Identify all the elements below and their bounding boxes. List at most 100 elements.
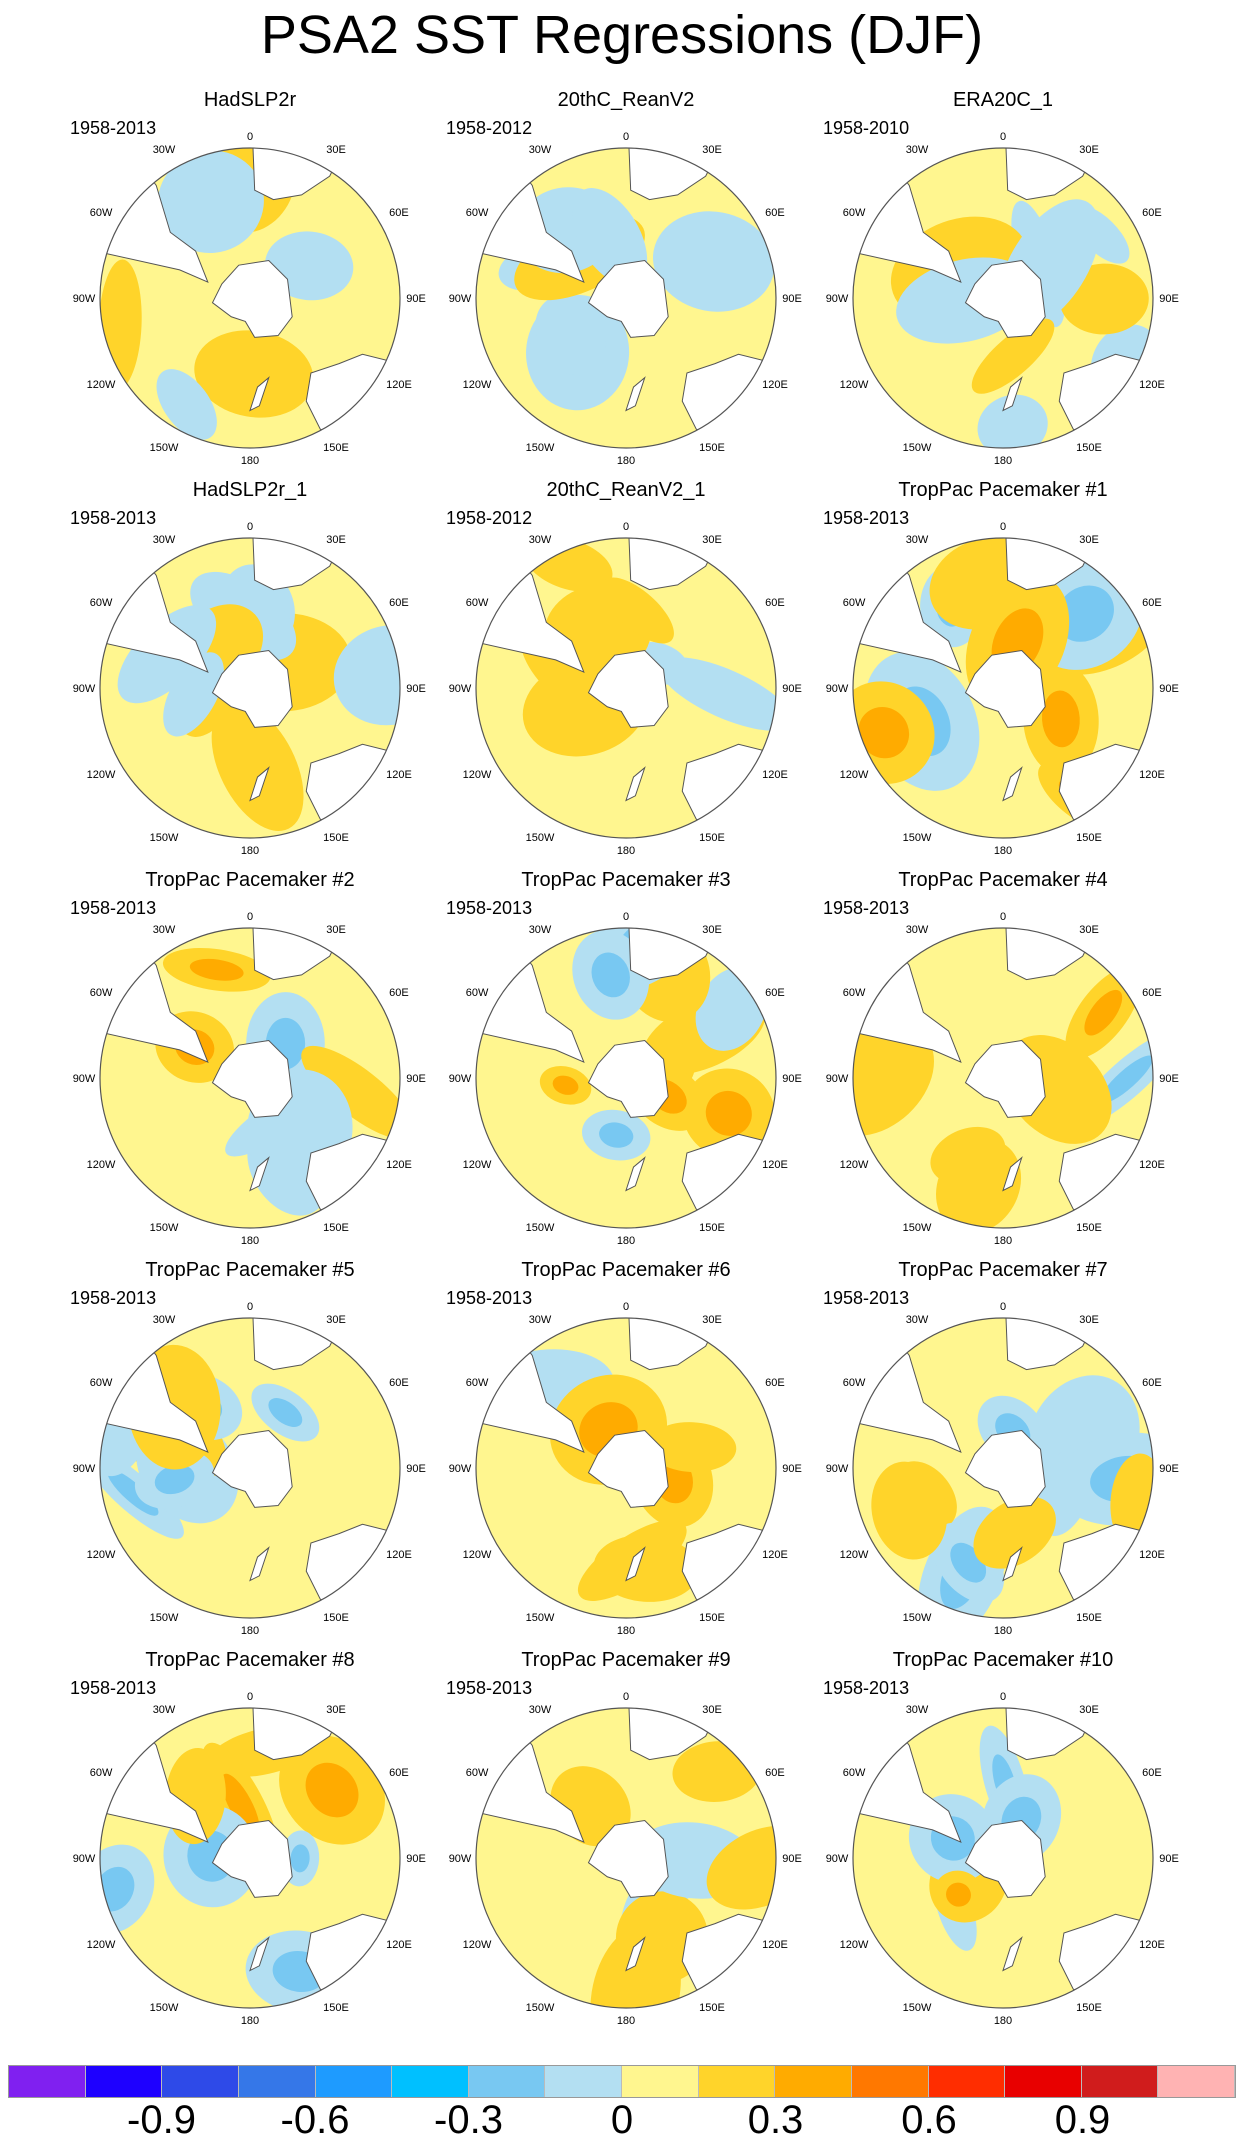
longitude-label: 120W xyxy=(840,769,869,781)
colorbar-tick-label: 0.6 xyxy=(901,2098,957,2142)
antarctica xyxy=(587,259,669,338)
negative-anomaly xyxy=(268,1398,303,1427)
longitude-label: 180 xyxy=(617,845,635,857)
longitude-label: 60W xyxy=(843,987,866,999)
longitude-label: 90W xyxy=(73,1463,96,1475)
longitude-label: 150W xyxy=(903,2002,932,2014)
longitude-label: 120E xyxy=(386,1939,412,1951)
colorbar-tick-label: 0 xyxy=(610,2098,634,2142)
longitude-label: 150E xyxy=(1076,832,1102,844)
map-panel: HadSLP2r_1 1958-2013 0 30E 60E 90E 120E 150E 180… xyxy=(70,479,426,857)
positive-anomaly xyxy=(871,1461,948,1560)
new-zealand xyxy=(1002,1936,1023,1972)
antarctica xyxy=(587,1039,669,1118)
longitude-label: 60W xyxy=(466,1767,489,1779)
longitude-label: 150W xyxy=(903,832,932,844)
longitude-label: 90W xyxy=(449,293,472,305)
positive-anomaly xyxy=(1084,989,1123,1036)
panel-grid: HadSLP2r 1958-2013 0 30E 60E 90E 120E 150E 180 15… xyxy=(70,89,1179,2027)
longitude-label: 0 xyxy=(623,1301,629,1313)
negative-anomaly xyxy=(163,652,224,737)
longitude-label: 120E xyxy=(762,769,788,781)
longitude-label: 150E xyxy=(323,442,349,454)
antarctica xyxy=(211,259,293,338)
negative-anomaly xyxy=(154,1464,195,1495)
longitude-label: 0 xyxy=(247,521,253,533)
map-panel: TropPac Pacemaker #1 1958-2013 0 30E 60E 90E 1… xyxy=(823,479,1179,857)
positive-anomaly xyxy=(936,1138,1022,1228)
panel-title: TropPac Pacemaker #6 xyxy=(521,1259,730,1281)
panel-title: TropPac Pacemaker #1 xyxy=(898,479,1107,501)
longitude-label: 90E xyxy=(782,1073,802,1085)
longitude-label: 150E xyxy=(699,442,725,454)
panel-title: HadSLP2r xyxy=(204,89,297,111)
panel-title: TropPac Pacemaker #10 xyxy=(893,1649,1113,1671)
map-panel: 20thC_ReanV2_1 1958-2012 0 30E 60E 90E 120E 150… xyxy=(446,479,802,857)
new-zealand xyxy=(625,1546,646,1582)
positive-anomaly xyxy=(301,1045,400,1140)
longitude-label: 150W xyxy=(526,1612,555,1624)
longitude-label: 90W xyxy=(73,293,96,305)
map-border xyxy=(475,147,777,449)
colorbar-tick-label: -0.6 xyxy=(280,2098,350,2142)
map-border xyxy=(852,537,1154,839)
longitude-label: 30E xyxy=(326,534,346,546)
longitude-label: 180 xyxy=(617,455,635,467)
longitude-label: 30E xyxy=(702,534,722,546)
map-panel: TropPac Pacemaker #10 1958-2013 0 30E 60E 90E… xyxy=(823,1649,1179,2027)
longitude-label: 120W xyxy=(87,1159,116,1171)
longitude-label: 180 xyxy=(241,1235,259,1247)
panel-period: 1958-2013 xyxy=(70,898,156,918)
colorbar-tick-label: -0.3 xyxy=(434,2098,503,2142)
new-zealand xyxy=(249,376,270,412)
positive-anomaly xyxy=(946,1882,971,1907)
panel-title: TropPac Pacemaker #7 xyxy=(898,1259,1107,1281)
longitude-label: 90W xyxy=(826,1463,849,1475)
longitude-label: 90E xyxy=(406,1073,426,1085)
longitude-label: 0 xyxy=(247,911,253,923)
panel-title: HadSLP2r_1 xyxy=(193,479,308,501)
positive-anomaly xyxy=(601,577,674,644)
longitude-label: 120E xyxy=(762,1159,788,1171)
longitude-label: 0 xyxy=(623,131,629,143)
new-zealand xyxy=(625,376,646,412)
longitude-label: 30E xyxy=(326,1704,346,1716)
antarctica xyxy=(964,1429,1046,1508)
longitude-label: 30E xyxy=(702,924,722,936)
new-zealand xyxy=(249,1156,270,1192)
longitude-label: 30W xyxy=(529,1704,552,1716)
longitude-label: 150E xyxy=(1076,1612,1102,1624)
longitude-label: 30W xyxy=(153,144,176,156)
colorbar-swatch xyxy=(851,2066,929,2097)
longitude-label: 90W xyxy=(449,1853,472,1865)
panel-title: TropPac Pacemaker #3 xyxy=(521,869,730,891)
negative-anomaly xyxy=(599,1122,634,1148)
map-panel: TropPac Pacemaker #9 1958-2013 0 30E 60E 90E 1… xyxy=(446,1649,802,2027)
antarctica xyxy=(964,649,1046,728)
colorbar-swatch xyxy=(162,2066,239,2097)
longitude-label: 0 xyxy=(1000,911,1006,923)
longitude-label: 90W xyxy=(73,683,96,695)
panel-period: 1958-2013 xyxy=(70,1288,156,1308)
longitude-label: 0 xyxy=(623,521,629,533)
negative-anomaly xyxy=(107,1469,159,1516)
longitude-label: 90E xyxy=(406,683,426,695)
negative-anomaly xyxy=(591,952,630,998)
longitude-label: 150W xyxy=(150,1222,179,1234)
panel-period: 1958-2013 xyxy=(823,1678,909,1698)
longitude-label: 60W xyxy=(90,987,113,999)
colorbar-swatch xyxy=(698,2066,776,2097)
longitude-label: 180 xyxy=(617,2015,635,2027)
negative-anomaly xyxy=(1100,1055,1153,1103)
longitude-label: 150W xyxy=(150,1612,179,1624)
positive-anomaly xyxy=(706,1825,776,1910)
negative-anomaly xyxy=(652,211,775,312)
longitude-label: 120E xyxy=(1139,379,1165,391)
longitude-label: 150W xyxy=(526,1222,555,1234)
longitude-label: 150E xyxy=(699,832,725,844)
longitude-label: 120E xyxy=(386,769,412,781)
longitude-label: 60W xyxy=(843,1767,866,1779)
longitude-label: 90E xyxy=(406,1463,426,1475)
positive-anomaly xyxy=(705,1090,752,1136)
new-zealand xyxy=(249,1546,270,1582)
